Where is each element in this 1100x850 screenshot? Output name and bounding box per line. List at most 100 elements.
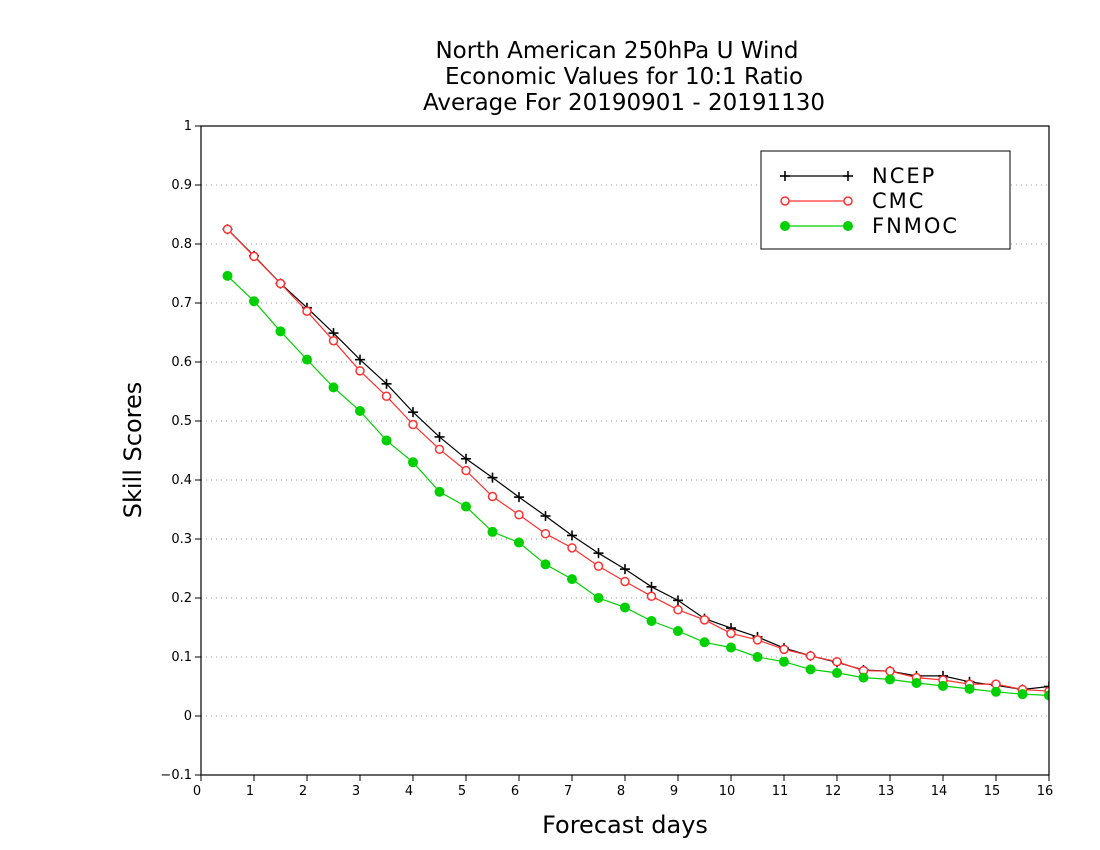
data-point-cmc — [355, 366, 365, 376]
data-point-fnmoc — [673, 626, 683, 637]
data-point-fnmoc — [540, 559, 551, 570]
data-point-fnmoc — [1017, 689, 1028, 700]
data-point-ncep — [434, 431, 445, 442]
legend-item-fnmoc: FNMOC — [780, 214, 959, 238]
series-ncep — [222, 224, 1049, 695]
x-tick-label: 0 — [193, 784, 201, 799]
data-point-cmc — [593, 561, 604, 571]
x-tick-label: 4 — [405, 784, 413, 799]
data-point-fnmoc — [302, 354, 312, 365]
chart-title-line-2: Economic Values for 10:1 Ratio — [445, 64, 803, 90]
data-point-cmc — [434, 444, 445, 455]
series-layer — [222, 224, 1049, 701]
data-point-ncep — [514, 492, 524, 503]
data-point-fnmoc — [355, 405, 365, 416]
data-point-fnmoc — [699, 637, 710, 648]
data-point-fnmoc — [567, 574, 577, 585]
legend-marker-fnmoc — [780, 221, 790, 231]
data-point-cmc — [673, 605, 683, 615]
x-tick-label: 7 — [564, 784, 572, 799]
data-point-cmc — [487, 491, 498, 502]
x-tick-label: 15 — [984, 784, 1001, 799]
data-point-cmc — [699, 615, 710, 625]
data-point-fnmoc — [938, 680, 948, 691]
legend-marker-ncep — [843, 171, 853, 181]
x-tick-label: 13 — [878, 784, 895, 799]
chart-title-line-3: Average For 20190901 - 20191130 — [423, 90, 825, 116]
data-point-cmc — [646, 591, 657, 601]
y-tick-label: 0.2 — [171, 591, 192, 606]
data-point-fnmoc — [620, 602, 630, 613]
y-tick-label: −0.1 — [160, 768, 192, 783]
y-axis-label: Skill Scores — [119, 382, 147, 519]
data-point-fnmoc — [487, 526, 498, 537]
x-tick-label: 5 — [458, 784, 466, 799]
y-tick-label: 0.5 — [171, 414, 192, 429]
x-tick-label: 8 — [617, 784, 625, 799]
data-point-ncep — [461, 453, 471, 464]
y-tick-label: 0.6 — [171, 355, 192, 370]
series-line-ncep — [227, 228, 1049, 691]
legend-label-fnmoc: FNMOC — [872, 214, 959, 238]
legend-item-cmc: CMC — [780, 189, 925, 213]
data-point-fnmoc — [726, 642, 736, 653]
data-point-cmc — [461, 465, 471, 476]
legend-label-cmc: CMC — [872, 189, 925, 213]
data-point-ncep — [567, 530, 577, 541]
x-tick-label: 9 — [670, 784, 678, 799]
x-tick-label: 16 — [1037, 784, 1054, 799]
data-point-fnmoc — [646, 616, 657, 627]
x-axis-label: Forecast days — [542, 811, 708, 839]
data-point-ncep — [620, 564, 630, 575]
series-line-fnmoc — [227, 275, 1049, 696]
data-point-cmc — [249, 251, 259, 262]
y-tick-label: 0.1 — [171, 650, 192, 665]
legend-box — [760, 150, 1011, 250]
legend-marker-ncep — [780, 171, 790, 181]
series-cmc — [222, 224, 1049, 696]
grid — [201, 184, 1049, 717]
x-tick-label: 2 — [299, 784, 307, 799]
data-point-fnmoc — [275, 326, 286, 337]
y-tick-label: 0.8 — [171, 237, 192, 252]
y-tick-label: 0.9 — [171, 178, 192, 193]
data-point-fnmoc — [1044, 690, 1049, 701]
data-point-fnmoc — [911, 677, 922, 688]
data-point-cmc — [805, 651, 816, 661]
data-point-cmc — [779, 644, 789, 655]
x-tick-label: 3 — [352, 784, 360, 799]
data-point-cmc — [381, 391, 392, 401]
data-point-fnmoc — [408, 457, 418, 468]
data-point-cmc — [302, 306, 312, 317]
data-point-fnmoc — [593, 593, 604, 603]
data-point-ncep — [540, 510, 551, 521]
data-point-ncep — [673, 595, 683, 606]
data-point-fnmoc — [514, 537, 524, 548]
data-point-fnmoc — [779, 656, 789, 667]
data-point-cmc — [752, 635, 763, 645]
x-tick-label: 11 — [772, 784, 789, 799]
data-point-cmc — [885, 666, 895, 676]
series-fnmoc — [222, 270, 1049, 701]
legend-marker-fnmoc — [843, 221, 853, 231]
data-point-ncep — [408, 407, 418, 418]
x-tick-label: 1 — [246, 784, 254, 799]
data-point-fnmoc — [752, 652, 763, 662]
data-point-ncep — [355, 354, 365, 365]
data-point-cmc — [275, 278, 286, 289]
legend-label-ncep: NCEP — [872, 164, 936, 188]
data-point-ncep — [593, 548, 604, 559]
data-point-ncep — [487, 472, 498, 483]
legend-marker-cmc — [780, 196, 790, 206]
y-tick-label: 1 — [184, 119, 192, 134]
series-line-cmc — [227, 228, 1049, 692]
data-point-fnmoc — [964, 683, 975, 694]
data-point-cmc — [408, 419, 418, 430]
y-tick-label: 0.3 — [171, 532, 192, 547]
data-point-cmc — [726, 628, 736, 639]
data-point-cmc — [832, 656, 842, 667]
x-tick-label: 10 — [719, 784, 736, 799]
data-point-fnmoc — [434, 486, 445, 497]
data-point-cmc — [222, 224, 233, 234]
